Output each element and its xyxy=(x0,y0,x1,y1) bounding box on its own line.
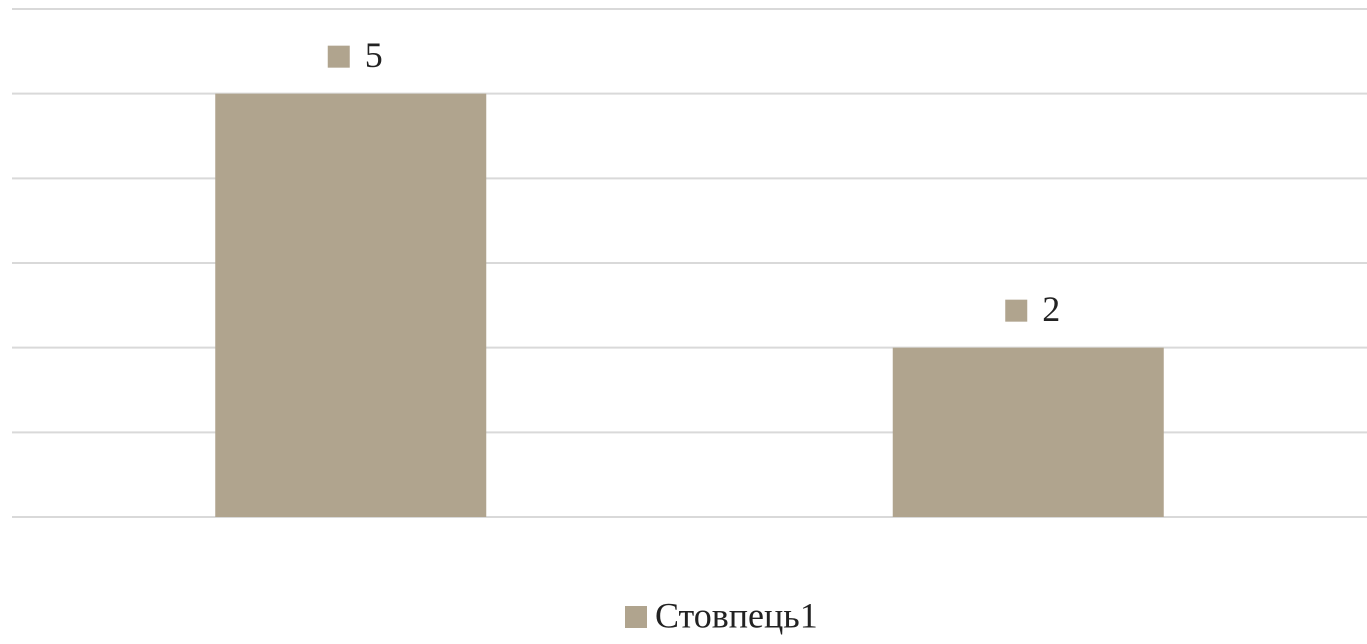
legend-label: Стовпець1 xyxy=(655,595,818,635)
data-label: 2 xyxy=(1042,289,1060,329)
legend-key xyxy=(625,606,647,628)
data-label-key xyxy=(327,45,350,68)
legend: Стовпець1 xyxy=(625,595,818,635)
bar xyxy=(892,347,1164,517)
bar xyxy=(215,93,487,518)
data-label-key xyxy=(1005,299,1028,322)
data-label: 5 xyxy=(365,35,383,75)
